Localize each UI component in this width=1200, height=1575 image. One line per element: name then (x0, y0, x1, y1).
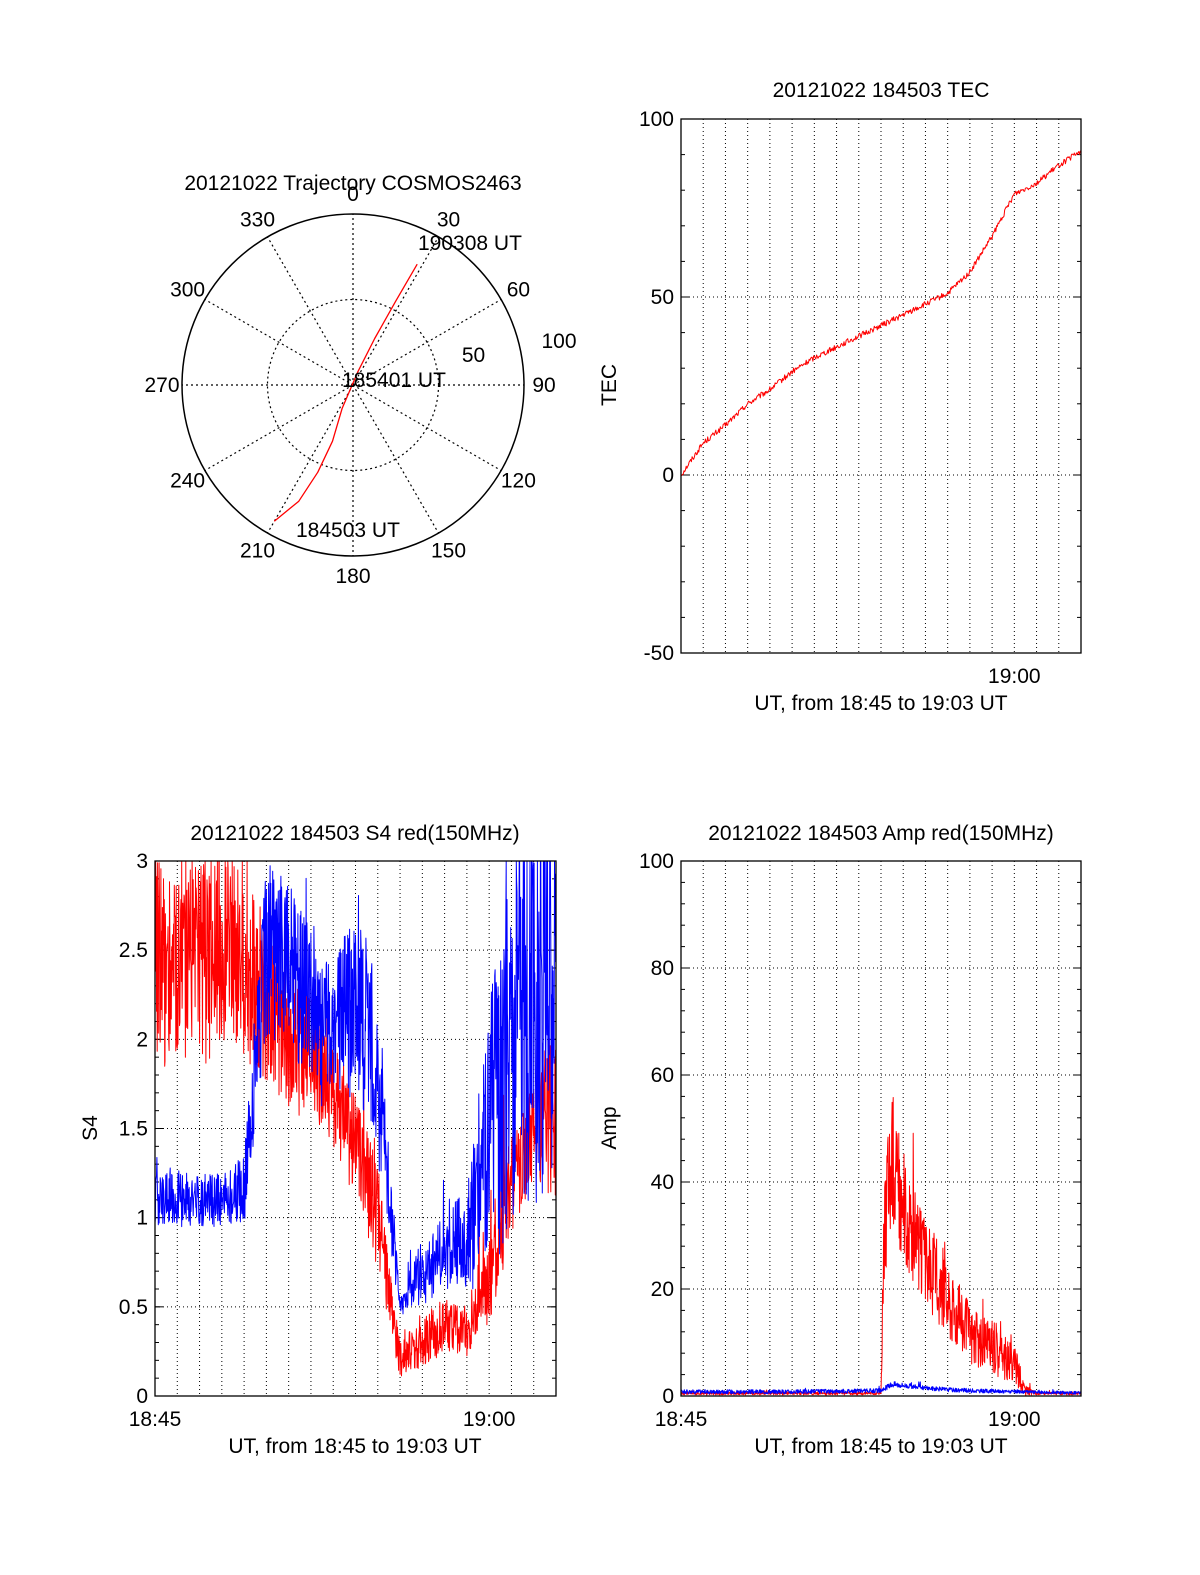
polar-angle-label: 330 (240, 209, 275, 232)
trajectory-path (273, 263, 418, 522)
s4-series-2-line (155, 861, 556, 1315)
polar-spoke (204, 384, 354, 472)
amp-y-tick-label: 0 (662, 1385, 674, 1408)
polar-angle-label: 180 (335, 565, 370, 588)
amp-y-tick-label: 20 (651, 1278, 674, 1301)
amp-ylabel: Amp (598, 1106, 621, 1149)
tec-y-tick-label: -50 (644, 642, 674, 665)
amp-y-tick-label: 60 (651, 1064, 674, 1087)
polar-title: 20121022 Trajectory COSMOS2463 (184, 172, 521, 195)
amp-x-tick-label: 18:45 (655, 1408, 708, 1431)
s4-ylabel: S4 (79, 1115, 102, 1141)
s4-x-tick-label: 19:00 (463, 1408, 516, 1431)
trajectory-line (273, 263, 418, 522)
s4-y-tick-label: 0 (136, 1385, 148, 1408)
amp-y-tick-label: 40 (651, 1171, 674, 1194)
polar-radius-label: 100 (541, 330, 576, 353)
annotation-end-time: 190308 UT (418, 232, 522, 255)
tec-title: 20121022 184503 TEC (773, 79, 990, 102)
tec-x-tick-label: 19:00 (988, 665, 1041, 688)
tec-y-tick-label: 100 (639, 108, 674, 131)
polar-radius-label: 50 (462, 344, 485, 367)
trajectory-polar-plot: 20121022 Trajectory COSMOS2463 0 30 60 90 12… (144, 172, 576, 588)
s4-panel: 20121022 184503 S4 red(150MHz) UT, from … (79, 822, 557, 1458)
polar-spoke (204, 298, 354, 386)
s4-x-tick-label: 18:45 (129, 1408, 182, 1431)
polar-angle-label: 90 (532, 374, 555, 397)
annotation-mid-time: 185401 UT (342, 369, 446, 392)
s4-xlabel: UT, from 18:45 to 19:03 UT (228, 1435, 481, 1458)
s4-plot-frame (154, 860, 557, 1397)
polar-spoke (352, 236, 440, 386)
amp-panel: 20121022 184503 Amp red(150MHz) UT, from… (598, 822, 1082, 1458)
amp-title: 20121022 184503 Amp red(150MHz) (708, 822, 1054, 845)
s4-title: 20121022 184503 S4 red(150MHz) (190, 822, 519, 845)
s4-series-1-line (155, 861, 556, 1377)
s4-y-tick-label: 0.5 (119, 1296, 148, 1319)
polar-angle-label: 30 (437, 209, 460, 232)
amp-xlabel: UT, from 18:45 to 19:03 UT (754, 1435, 1007, 1458)
polar-grid (181, 213, 525, 557)
polar-spoke (266, 384, 354, 534)
polar-spoke (266, 236, 354, 386)
annotation-start-time: 184503 UT (296, 519, 400, 542)
tec-series-1-line (681, 150, 1081, 476)
s4-y-tick-label: 1 (136, 1207, 148, 1230)
tec-panel: 20121022 184503 TEC UT, from 18:45 to 19… (598, 79, 1082, 715)
amp-plot-frame (680, 860, 1082, 1397)
s4-y-tick-label: 2.5 (119, 939, 148, 962)
polar-angle-labels: 0 30 60 90 120 150 180 210 240 270 300 330 50 100 (144, 183, 576, 588)
amp-y-tick-label: 100 (639, 850, 674, 873)
tec-y-tick-label: 0 (662, 464, 674, 487)
polar-spoke (352, 384, 502, 472)
tec-y-tick-label: 50 (651, 286, 674, 309)
s4-y-tick-label: 3 (136, 850, 148, 873)
polar-angle-label: 270 (144, 374, 179, 397)
polar-angle-label: 60 (507, 279, 530, 302)
amp-y-tick-label: 80 (651, 957, 674, 980)
amp-series-1-line (681, 1097, 1081, 1396)
s4-y-tick-label: 2 (136, 1028, 148, 1051)
s4-y-tick-label: 1.5 (119, 1118, 148, 1141)
polar-angle-label: 0 (347, 183, 359, 206)
tec-plot-frame (680, 118, 1082, 654)
polar-spoke (352, 384, 440, 534)
polar-spoke (352, 298, 502, 386)
polar-angle-label: 300 (170, 279, 205, 302)
amp-series-2-line (681, 1381, 1081, 1395)
polar-angle-label: 150 (431, 539, 466, 562)
polar-angle-label: 120 (501, 470, 536, 493)
tec-ylabel: TEC (598, 364, 621, 406)
polar-angle-label: 240 (170, 470, 205, 493)
polar-angle-label: 210 (240, 539, 275, 562)
amp-x-tick-label: 19:00 (988, 1408, 1041, 1431)
tec-xlabel: UT, from 18:45 to 19:03 UT (754, 692, 1007, 715)
